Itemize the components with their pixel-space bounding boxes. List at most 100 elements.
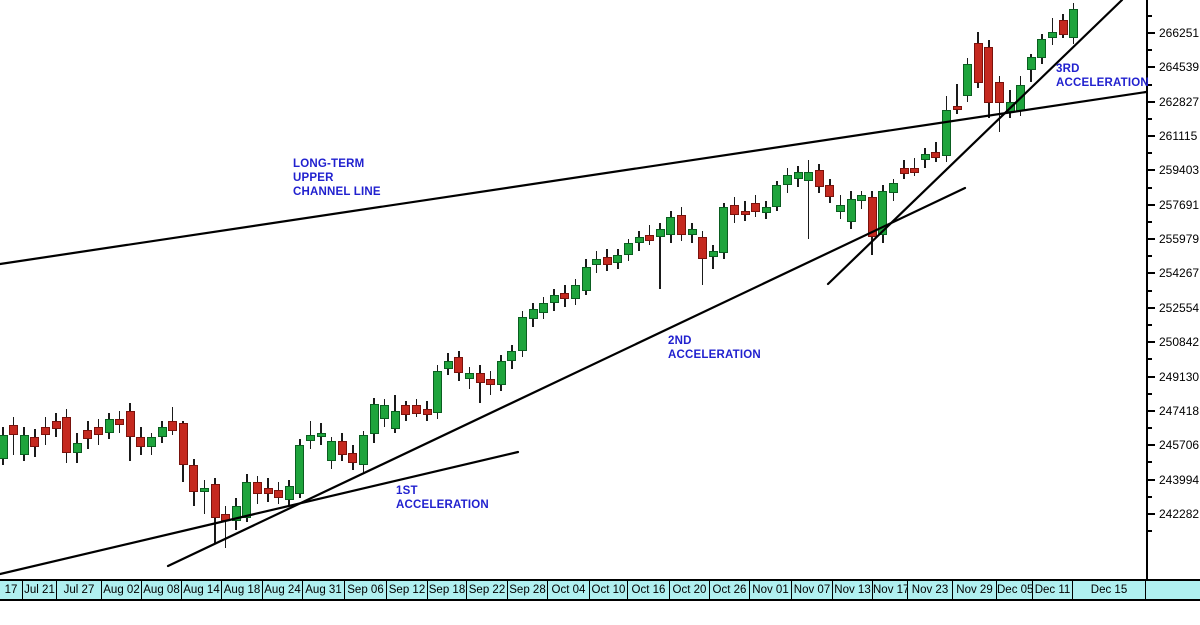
x-axis-date-cell: Jul 27	[57, 581, 102, 599]
candle-body	[570, 284, 580, 299]
y-axis-major-tick	[1146, 32, 1155, 34]
candle-wick	[12, 417, 15, 456]
candle-body	[337, 441, 347, 456]
y-axis-minor-tick	[1146, 117, 1152, 120]
x-axis-date-cell: Oct 10	[590, 581, 628, 599]
annotation-3rd-acceleration: 3RD ACCELERATION	[1056, 63, 1149, 89]
candle-body	[62, 417, 72, 454]
candle-body	[931, 152, 941, 159]
y-axis-minor-tick	[1146, 49, 1152, 52]
candle-body	[687, 228, 697, 235]
y-axis-label: 266251	[1159, 26, 1200, 40]
candle-body	[83, 430, 93, 440]
candle-body	[952, 106, 962, 111]
x-axis-date-cell: Sep 06	[345, 581, 387, 599]
candle-body	[496, 361, 506, 386]
y-axis-major-tick	[1146, 135, 1155, 138]
candle-body	[772, 184, 782, 207]
candle-body	[666, 216, 676, 235]
candle-body	[719, 206, 729, 253]
y-axis-minor-tick	[1146, 255, 1152, 258]
x-axis-date-cell: Nov 23	[908, 581, 953, 599]
candle-body	[284, 485, 294, 500]
x-axis-date-cell: Oct 20	[670, 581, 710, 599]
candle-body	[51, 421, 61, 430]
candle-body	[804, 172, 814, 181]
candle-body	[507, 351, 517, 362]
candle-body	[93, 427, 103, 436]
candle-body	[115, 419, 125, 426]
x-axis-date-cell: Oct 04	[548, 581, 590, 599]
y-axis-label: 252554	[1159, 300, 1200, 315]
annotation-2nd-acceleration: 2ND ACCELERATION	[668, 335, 761, 361]
candle-body	[189, 465, 199, 492]
candle-body	[0, 435, 8, 460]
candle-body	[136, 437, 146, 448]
y-axis-minor-tick	[1146, 358, 1152, 361]
y-axis-major-tick	[1146, 478, 1155, 481]
x-axis-date-cell: Aug 08	[142, 581, 182, 599]
x-axis-date-cell: Sep 22	[467, 581, 508, 599]
y-axis-minor-tick	[1146, 186, 1152, 189]
y-axis-minor-tick	[1146, 324, 1152, 327]
candle-body	[1058, 19, 1068, 36]
y-axis-label: 247418	[1159, 403, 1200, 418]
candle-body	[602, 256, 612, 265]
candle-body	[708, 250, 718, 257]
candle-body	[401, 405, 411, 416]
candle-body	[592, 258, 602, 265]
y-axis-major-tick	[1146, 100, 1155, 103]
y-axis-major-tick	[1146, 375, 1155, 378]
x-axis-date-cell: Aug 14	[182, 581, 222, 599]
y-axis-major-tick	[1146, 66, 1155, 69]
y-axis-label: 242282	[1159, 506, 1200, 521]
candle-body	[178, 423, 188, 466]
y-axis-minor-tick	[1146, 152, 1152, 155]
y-axis-minor-tick	[1146, 495, 1152, 498]
y-axis-minor-tick	[1146, 392, 1152, 395]
y-axis-major-tick	[1146, 203, 1155, 206]
x-axis-date-cell: 17	[0, 581, 23, 599]
candle-body	[146, 437, 156, 448]
x-axis-date-cell: Nov 07	[792, 581, 833, 599]
candle-body	[369, 404, 379, 435]
x-axis-date-cell: Sep 12	[387, 581, 428, 599]
candle-body	[72, 443, 82, 454]
y-axis-label: 255979	[1159, 232, 1200, 247]
candle-wick	[913, 158, 916, 177]
candle-body	[125, 411, 135, 438]
candle-body	[305, 435, 315, 442]
x-axis-date-cell: Aug 18	[222, 581, 263, 599]
candle-body	[549, 294, 559, 303]
candle-body	[316, 433, 326, 438]
candle-body	[878, 190, 888, 235]
candle-body	[1069, 8, 1079, 39]
candle-body	[358, 435, 368, 466]
y-axis-label: 261115	[1159, 129, 1198, 144]
candle-body	[19, 435, 29, 456]
y-axis-minor-tick	[1146, 220, 1152, 223]
y-axis-major-tick	[1146, 341, 1155, 344]
annotation-long-term-upper-channel-line: LONG-TERM UPPER CHANNEL LINE	[293, 158, 381, 198]
candlestick-plot-area[interactable]	[0, 0, 1146, 579]
y-axis-major-tick	[1146, 444, 1155, 447]
candle-body	[623, 242, 633, 255]
candle-body	[560, 292, 570, 299]
y-axis-major-tick	[1146, 409, 1155, 412]
y-axis-label: 264539	[1159, 60, 1200, 75]
candle-body	[825, 184, 835, 197]
candle-body	[464, 373, 474, 380]
candle-body	[157, 427, 167, 438]
candle-body	[1026, 57, 1036, 71]
y-axis-label: 259403	[1159, 163, 1200, 178]
candle-body	[857, 194, 867, 201]
candle-body	[475, 373, 485, 384]
x-axis-date-cell: Oct 26	[710, 581, 750, 599]
y-axis-major-tick	[1146, 238, 1155, 241]
candle-body	[1047, 32, 1057, 39]
candle-body	[433, 371, 443, 414]
x-axis-date-cell: Aug 31	[303, 581, 345, 599]
candle-body	[263, 487, 273, 494]
candle-body	[104, 419, 114, 434]
